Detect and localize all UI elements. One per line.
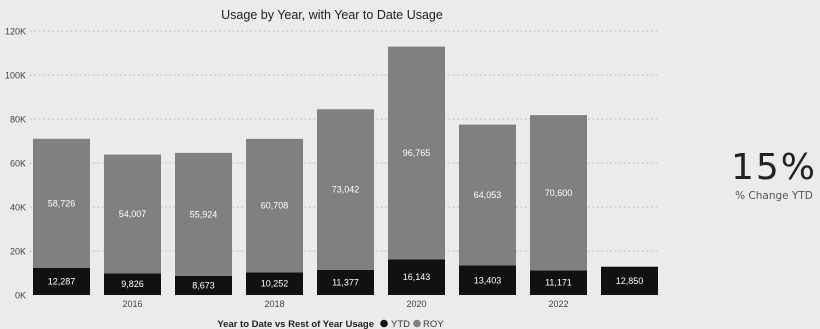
bar-ytd-segment	[530, 270, 587, 295]
bar-roy-segment	[317, 109, 374, 270]
data-label-ytd: 11,377	[332, 277, 359, 287]
bar-roy-segment	[33, 138, 90, 268]
chart-title: Usage by Year, with Year to Date Usage	[221, 8, 443, 22]
data-label-ytd: 12,287	[48, 276, 76, 286]
kpi-label: % Change YTD	[735, 190, 813, 202]
y-tick-label: 80K	[10, 115, 26, 125]
data-label-roy: 64,053	[474, 190, 502, 200]
data-label-ytd: 12,850	[616, 276, 644, 286]
data-label-ytd: 13,403	[474, 275, 502, 285]
bar-roy-segment	[388, 46, 445, 260]
y-tick-label: 60K	[10, 159, 26, 169]
bar-ytd-segment	[104, 273, 161, 295]
data-label-roy: 96,765	[403, 148, 431, 158]
data-label-ytd: 16,143	[403, 272, 431, 282]
legend-marker-roy	[413, 319, 421, 328]
y-tick-label: 120K	[5, 27, 26, 37]
bar-ytd-segment	[33, 267, 90, 295]
usage-bar-chart: Usage by Year, with Year to Date Usage 0…	[5, 8, 660, 329]
x-tick-label: 2016	[122, 299, 142, 309]
bar-ytd-segment	[601, 266, 658, 295]
legend-label-ytd: YTD	[391, 319, 410, 329]
bar-roy-segment	[175, 152, 232, 276]
y-tick-label: 0K	[15, 291, 26, 301]
data-label-ytd: 8,673	[192, 280, 215, 290]
bar-ytd-segment	[459, 265, 516, 295]
y-tick-label: 40K	[10, 203, 26, 213]
data-label-ytd: 9,826	[121, 279, 144, 289]
kpi-value: 15%	[730, 147, 817, 188]
bar-ytd-segment	[175, 275, 232, 295]
y-tick-label: 20K	[10, 247, 26, 257]
y-tick-label: 100K	[5, 71, 26, 81]
legend: Year to Date vs Rest of Year Usage YTD R…	[217, 319, 444, 329]
bar-roy-segment	[459, 124, 516, 266]
bar-roy-segment	[246, 138, 303, 273]
data-label-ytd: 10,252	[261, 279, 289, 289]
data-label-roy: 70,600	[545, 188, 573, 198]
data-label-roy: 58,726	[48, 198, 76, 208]
data-label-roy: 60,708	[261, 201, 289, 211]
bar-ytd-segment	[388, 259, 445, 295]
x-tick-label: 2022	[548, 299, 568, 309]
bar-roy-segment	[104, 154, 161, 274]
legend-marker-ytd	[380, 319, 388, 328]
data-label-roy: 54,007	[119, 209, 147, 219]
data-label-roy: 73,042	[332, 185, 360, 195]
data-label-roy: 55,924	[190, 209, 218, 219]
legend-title: Year to Date vs Rest of Year Usage	[217, 319, 374, 329]
legend-label-roy: ROY	[423, 319, 444, 329]
kpi-card: 15% % Change YTD	[728, 147, 820, 203]
bar-roy-segment	[530, 115, 587, 271]
x-tick-label: 2018	[264, 299, 284, 309]
x-tick-label: 2020	[406, 299, 426, 309]
bar-ytd-segment	[317, 269, 374, 295]
bar-ytd-segment	[246, 272, 303, 295]
data-label-ytd: 11,171	[545, 278, 572, 288]
